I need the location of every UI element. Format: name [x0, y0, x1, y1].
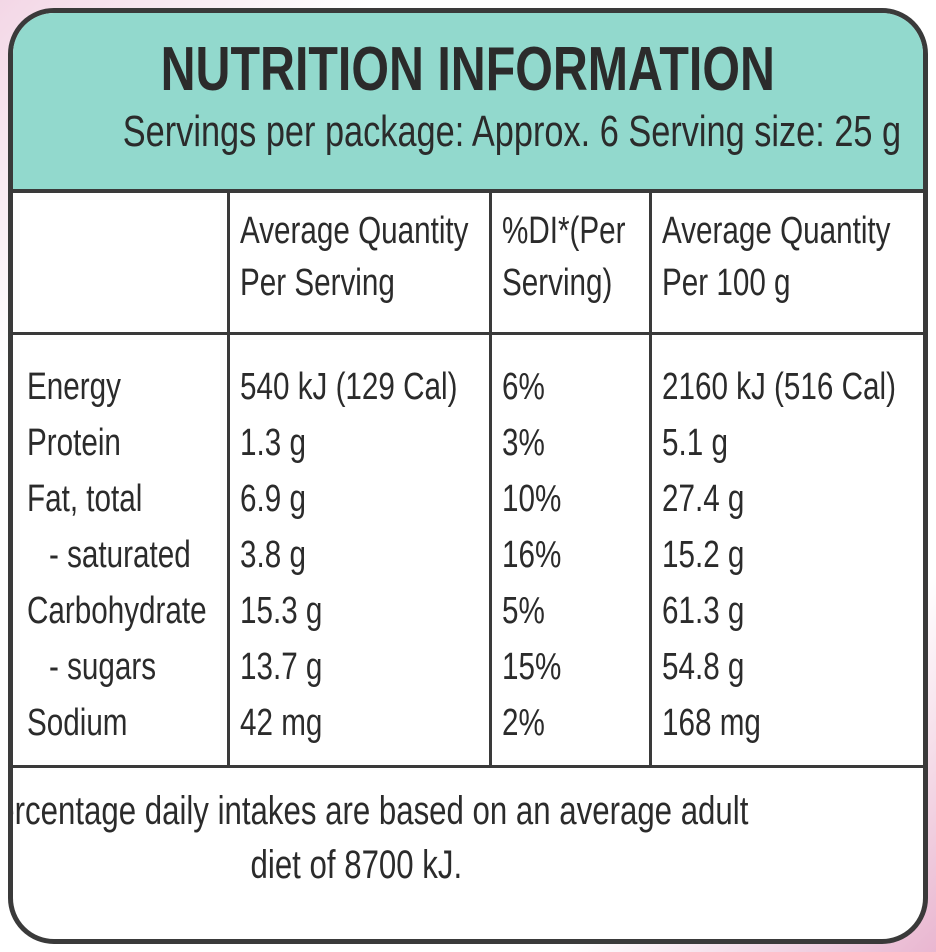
cell: 3% — [488, 414, 650, 471]
nutrient-value: 168 mg — [661, 701, 761, 744]
nutrient-value: 3% — [501, 421, 545, 464]
nutrient-value: 10% — [501, 477, 561, 520]
header-row: Average Quantity Per Serving %DI*(Per Ser… — [13, 193, 923, 335]
cell: %DI*(Per Serving) — [488, 193, 650, 335]
nutrition-table: Average Quantity Per Serving %DI*(Per Ser… — [13, 193, 923, 768]
cell: 6.9 g — [226, 470, 490, 527]
cell: 6% — [488, 333, 650, 415]
cell: 2% — [488, 694, 650, 768]
nutrient-row: Energy 540 kJ (129 Cal) 6% 2160 kJ (516 Cal… — [13, 333, 923, 415]
column-header: Average Quantity Per Serving — [239, 210, 468, 304]
cell: 27.4 g — [648, 470, 923, 527]
cell: 61.3 g — [648, 582, 923, 639]
footnote: *Percentage daily intakes are based on a… — [8, 788, 749, 887]
cell: 15.2 g — [648, 526, 923, 583]
nutrient-value: 54.8 g — [661, 645, 744, 688]
nutrient-name: - saturated — [49, 533, 191, 576]
nutrient-value: 15% — [501, 645, 561, 688]
nutrient-value: 61.3 g — [661, 589, 744, 632]
nutrient-value: 15.2 g — [661, 533, 744, 576]
nutrient-value: 27.4 g — [661, 477, 744, 520]
cell: 10% — [488, 470, 650, 527]
nutrition-panel: NUTRITION INFORMATION Servings per packa… — [8, 8, 928, 944]
cell: 54.8 g — [648, 638, 923, 695]
cell: 3.8 g — [226, 526, 490, 583]
nutrient-row: Sodium 42 mg 2% 168 mg — [13, 694, 923, 768]
nutrient-value: 5% — [501, 589, 545, 632]
panel-header: NUTRITION INFORMATION Servings per packa… — [13, 13, 923, 193]
title: NUTRITION INFORMATION — [160, 35, 776, 104]
nutrient-value: 16% — [501, 533, 561, 576]
nutrient-value: 15.3 g — [239, 589, 322, 632]
cell: 540 kJ (129 Cal) — [226, 333, 490, 415]
cell: 168 mg — [648, 694, 923, 768]
cell: Carbohydrate — [13, 583, 228, 639]
nutrient-name: Sodium — [27, 701, 128, 744]
cell: Protein — [13, 415, 228, 471]
cell: 1.3 g — [226, 414, 490, 471]
nutrient-value: 6% — [501, 365, 545, 408]
cell: 15.3 g — [226, 582, 490, 639]
nutrient-name: - sugars — [49, 645, 157, 688]
column-header: %DI*(Per Serving) — [501, 210, 626, 304]
nutrient-value: 2% — [501, 701, 545, 744]
nutrient-value: 13.7 g — [239, 645, 322, 688]
cell: - sugars — [13, 639, 228, 695]
cell: Energy — [13, 333, 228, 415]
nutrient-value: 5.1 g — [661, 421, 728, 464]
nutrient-name: Fat, total — [27, 477, 143, 520]
nutrient-value: 3.8 g — [239, 533, 306, 576]
nutrient-value: 6.9 g — [239, 477, 306, 520]
cell: 13.7 g — [226, 638, 490, 695]
nutrient-name: Protein — [27, 421, 121, 464]
column-header: Average Quantity Per 100 g — [661, 210, 890, 304]
nutrient-value: 540 kJ (129 Cal) — [239, 365, 457, 408]
servings: Servings per package: Approx. 6 Serving … — [122, 107, 902, 156]
nutrient-name: Energy — [27, 365, 121, 408]
cell: 15% — [488, 638, 650, 695]
nutrient-name: Carbohydrate — [27, 589, 207, 632]
cell: Average Quantity Per Serving — [226, 193, 490, 335]
cell: Fat, total — [13, 471, 228, 527]
nutrient-value: 42 mg — [239, 701, 322, 744]
cell — [13, 193, 228, 335]
cell: Average Quantity Per 100 g — [648, 193, 923, 335]
nutrient-row: Carbohydrate 15.3 g 5% 61.3 g — [13, 582, 923, 639]
nutrient-row: - sugars 13.7 g 15% 54.8 g — [13, 638, 923, 695]
cell: 5.1 g — [648, 414, 923, 471]
nutrient-row: Protein 1.3 g 3% 5.1 g — [13, 414, 923, 471]
cell: 5% — [488, 582, 650, 639]
nutrient-row: - saturated 3.8 g 16% 15.2 g — [13, 526, 923, 583]
cell: 16% — [488, 526, 650, 583]
cell: 42 mg — [226, 694, 490, 768]
nutrient-value: 1.3 g — [239, 421, 306, 464]
cell: Sodium — [13, 694, 228, 768]
cell: - saturated — [13, 527, 228, 583]
cell: 2160 kJ (516 Cal) — [648, 333, 923, 415]
nutrient-row: Fat, total 6.9 g 10% 27.4 g — [13, 470, 923, 527]
nutrient-value: 2160 kJ (516 Cal) — [661, 365, 896, 408]
